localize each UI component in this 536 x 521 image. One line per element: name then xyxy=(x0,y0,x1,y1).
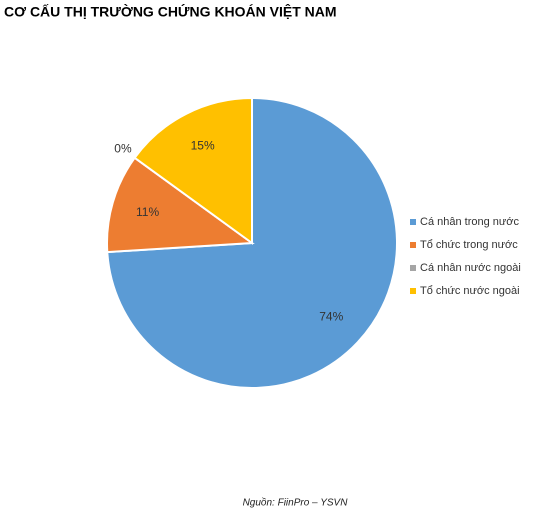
legend-swatch xyxy=(410,288,416,294)
legend-label: Tổ chức trong nước xyxy=(420,239,518,251)
data-label: 0% xyxy=(114,141,132,155)
legend-label: Cá nhân trong nước xyxy=(420,216,519,228)
data-label: 74% xyxy=(319,310,343,324)
data-label: 15% xyxy=(191,138,215,152)
pie-slice xyxy=(106,156,255,254)
legend-swatch xyxy=(410,242,416,248)
legend-label: Tổ chức nước ngoài xyxy=(420,285,520,297)
data-label: 11% xyxy=(136,205,159,219)
legend-swatch xyxy=(410,265,416,271)
pie-slice xyxy=(133,96,253,245)
source: Nguồn: FiinPro – YSVN xyxy=(243,497,349,509)
legend-swatch xyxy=(410,219,416,225)
chart-title: CƠ CẤU THỊ TRƯỜNG CHỨNG KHOÁN VIỆT NAM xyxy=(4,3,337,20)
legend-label: Cá nhân nước ngoài xyxy=(420,262,521,274)
